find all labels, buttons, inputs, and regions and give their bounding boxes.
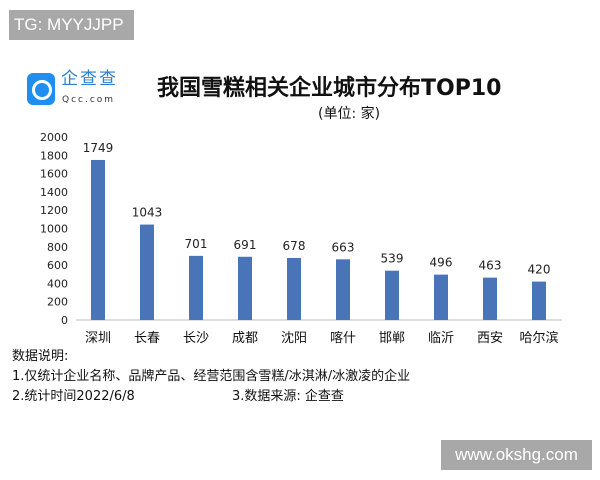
x-tick-label: 临沂 [428, 331, 454, 346]
data-label: 701 [185, 237, 208, 251]
y-tick-label: 1200 [40, 204, 68, 217]
x-tick-label: 长春 [134, 331, 160, 346]
y-tick-label: 2000 [40, 131, 68, 144]
chart-subtitle: (单位: 家) [318, 106, 381, 122]
y-tick-label: 1400 [40, 186, 68, 199]
bar [434, 274, 448, 320]
y-tick-label: 1600 [40, 168, 68, 181]
y-tick-label: 0 [61, 314, 68, 327]
data-label: 1043 [132, 206, 163, 220]
data-label: 691 [234, 238, 257, 252]
y-tick-label: 800 [47, 241, 68, 254]
bar [532, 281, 546, 320]
x-tick-label: 深圳 [85, 331, 111, 346]
x-tick-label: 沈阳 [281, 331, 307, 346]
x-tick-label: 哈尔滨 [519, 330, 558, 346]
x-tick-label: 长沙 [183, 331, 209, 346]
x-tick-label: 邯郸 [379, 331, 405, 346]
y-tick-label: 600 [47, 259, 68, 272]
note-2: 2.统计时间2022/6/8 [12, 389, 135, 404]
x-tick-label: 西安 [477, 331, 503, 346]
y-tick-label: 1800 [40, 149, 68, 162]
bar [287, 257, 301, 320]
data-label: 539 [381, 252, 404, 266]
logo-name: 企查查 [61, 69, 118, 89]
data-label: 678 [283, 239, 306, 253]
data-label: 663 [332, 240, 355, 254]
data-label: 1749 [83, 141, 114, 155]
bar [140, 224, 154, 320]
note-1: 1.仅统计企业名称、品牌产品、经营范围含雪糕/冰淇淋/冰激凌的企业 [12, 369, 411, 384]
bar [385, 270, 399, 320]
y-tick-label: 400 [47, 277, 68, 290]
note-3: 3.数据来源: 企查查 [232, 389, 344, 404]
data-label: 463 [479, 259, 502, 273]
watermark-top: TG: MYYJJPP [9, 10, 134, 40]
chart-title: 我国雪糕相关企业城市分布TOP10 [157, 76, 502, 101]
notes-heading: 数据说明: [12, 349, 69, 364]
watermark-bottom: www.okshg.com [441, 440, 592, 470]
x-tick-label: 成都 [232, 331, 258, 346]
y-tick-label: 200 [47, 296, 68, 309]
bar [483, 277, 497, 320]
bar [91, 159, 105, 320]
bar [238, 256, 252, 320]
y-tick-label: 1000 [40, 223, 68, 236]
bar [189, 255, 203, 320]
data-label: 420 [528, 263, 551, 277]
logo-url: Qcc.com [62, 95, 116, 105]
qcc-logo-icon [27, 73, 55, 105]
bar [336, 259, 350, 320]
x-tick-label: 喀什 [330, 330, 356, 346]
data-label: 496 [430, 256, 453, 270]
